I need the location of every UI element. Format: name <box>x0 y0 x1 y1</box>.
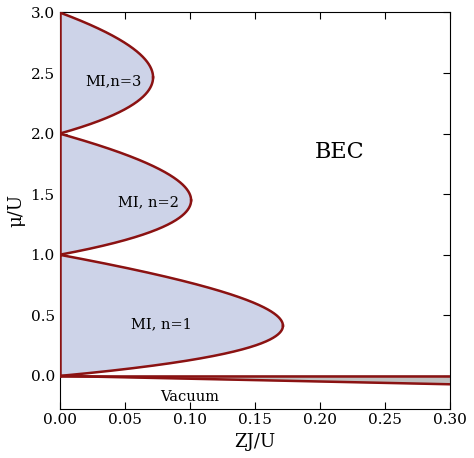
Text: MI,n=3: MI,n=3 <box>86 75 142 88</box>
Text: Vacuum: Vacuum <box>160 389 219 403</box>
X-axis label: ZJ/U: ZJ/U <box>234 433 275 451</box>
Text: MI, n=2: MI, n=2 <box>118 196 179 210</box>
Polygon shape <box>60 255 283 376</box>
Text: BEC: BEC <box>315 141 365 163</box>
Polygon shape <box>60 376 450 384</box>
Y-axis label: μ/U: μ/U <box>7 194 25 227</box>
Polygon shape <box>60 134 191 255</box>
Text: MI, n=1: MI, n=1 <box>131 317 192 331</box>
Polygon shape <box>60 12 153 134</box>
